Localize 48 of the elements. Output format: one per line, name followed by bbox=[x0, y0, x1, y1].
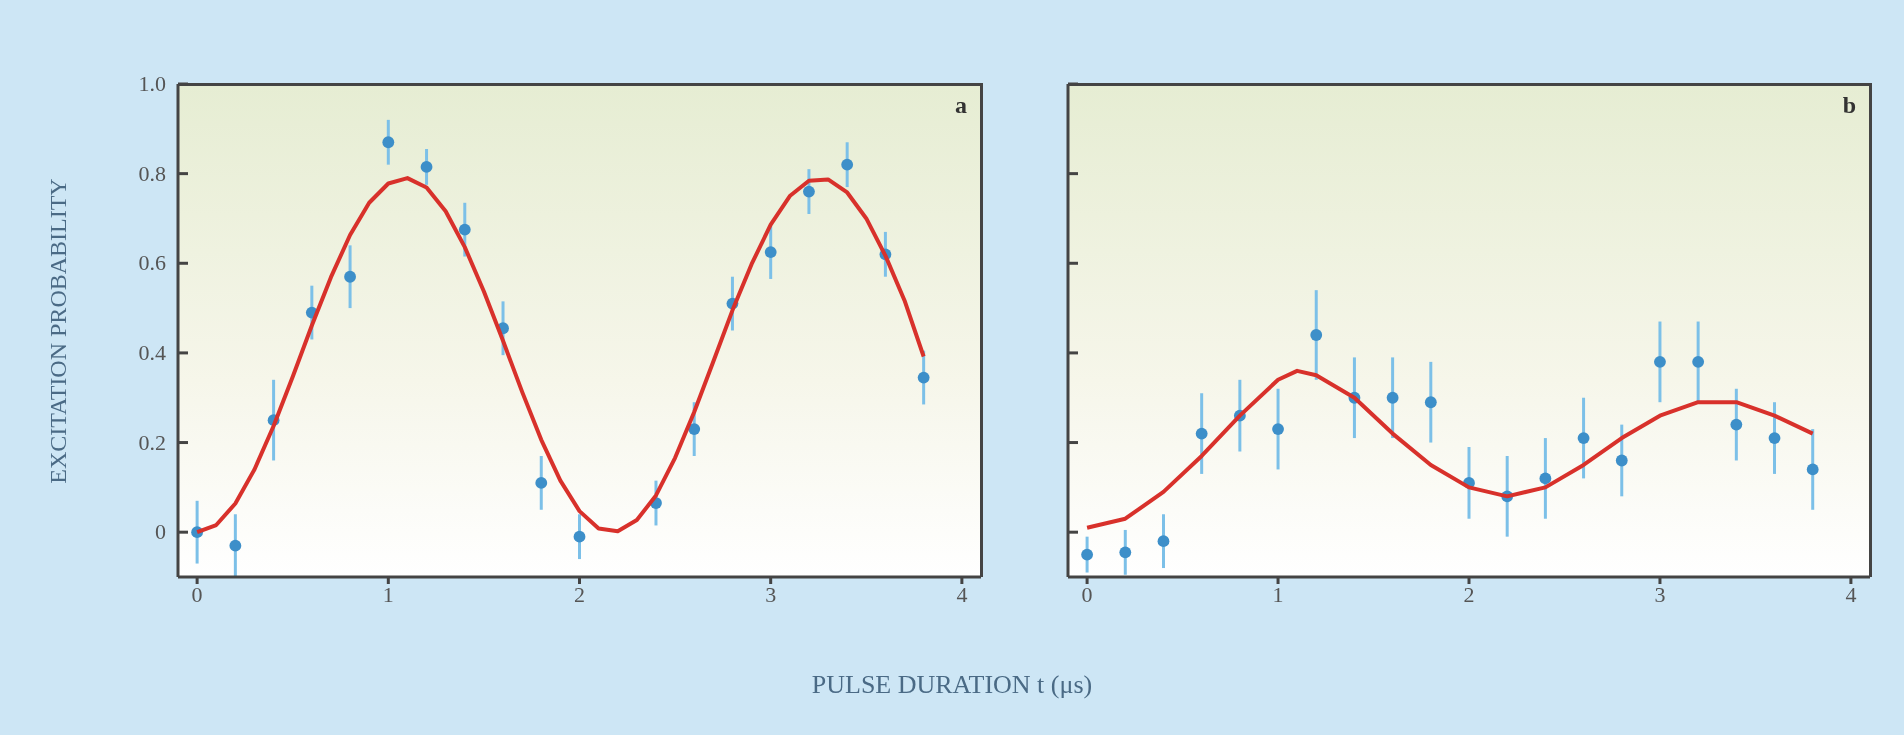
x-tick-label: 0 bbox=[1081, 581, 1093, 607]
point bbox=[458, 223, 471, 236]
annotation: a bbox=[954, 92, 967, 119]
point bbox=[1615, 454, 1628, 467]
y-tick-label: 0.2 bbox=[138, 429, 166, 455]
annotation: b bbox=[1841, 92, 1856, 119]
point bbox=[1730, 418, 1743, 431]
point bbox=[1272, 423, 1284, 436]
y-tick-label: 0.4 bbox=[138, 339, 166, 365]
y-tick-label: 0.8 bbox=[138, 160, 166, 186]
x-tick-label: 3 bbox=[1654, 581, 1666, 607]
point bbox=[1424, 396, 1437, 409]
point bbox=[1692, 355, 1705, 368]
point bbox=[803, 185, 815, 198]
point bbox=[1768, 432, 1781, 444]
x-tick-label: 4 bbox=[956, 581, 968, 607]
point bbox=[1310, 329, 1323, 341]
x-tick-label: 0 bbox=[191, 581, 203, 607]
point bbox=[229, 539, 242, 552]
y-tick-label: 0.6 bbox=[138, 250, 166, 276]
x-tick-label: 1 bbox=[382, 581, 394, 607]
x-tick-label: 2 bbox=[1463, 581, 1475, 607]
point bbox=[1195, 427, 1208, 440]
point bbox=[1654, 355, 1666, 368]
point bbox=[1539, 472, 1552, 485]
point bbox=[1157, 535, 1170, 548]
point bbox=[841, 158, 854, 171]
y-tick-label: 1.0 bbox=[138, 71, 166, 96]
point bbox=[1081, 548, 1094, 561]
point bbox=[420, 161, 433, 173]
x-tick-label: 1 bbox=[1272, 581, 1284, 607]
point bbox=[1119, 546, 1132, 559]
point bbox=[573, 530, 586, 543]
x-tick-label: 2 bbox=[574, 581, 585, 607]
point bbox=[535, 476, 548, 489]
point bbox=[344, 270, 356, 283]
point bbox=[917, 371, 930, 384]
point bbox=[688, 423, 701, 436]
point bbox=[1577, 432, 1590, 444]
point bbox=[1806, 463, 1819, 476]
x-tick-label: 4 bbox=[1845, 581, 1857, 607]
point bbox=[382, 136, 395, 149]
y-axis-title: EXCITATION PROBABILITY bbox=[44, 177, 72, 484]
point bbox=[1386, 391, 1399, 404]
point bbox=[764, 246, 777, 258]
y-tick-label: 0 bbox=[155, 519, 166, 545]
x-axis-title: PULSE DURATION t (μs) bbox=[810, 670, 1094, 700]
x-tick-label: 3 bbox=[765, 581, 777, 607]
